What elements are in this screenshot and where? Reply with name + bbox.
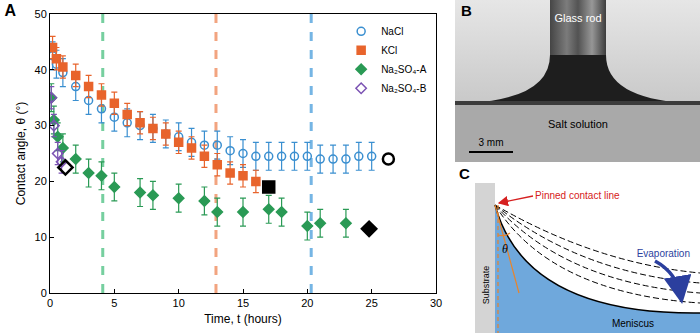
svg-text:15: 15 xyxy=(237,297,249,309)
svg-text:Evaporation: Evaporation xyxy=(637,248,690,259)
svg-text:Salt solution: Salt solution xyxy=(548,118,608,130)
svg-text:NaCl: NaCl xyxy=(381,26,403,37)
svg-text:3 mm: 3 mm xyxy=(479,137,504,148)
svg-text:A: A xyxy=(5,2,17,19)
svg-text:0: 0 xyxy=(41,287,47,299)
svg-text:Meniscus: Meniscus xyxy=(612,318,654,329)
svg-text:θ: θ xyxy=(502,242,508,256)
svg-text:KCl: KCl xyxy=(381,45,397,56)
svg-text:5: 5 xyxy=(111,297,117,309)
svg-text:B: B xyxy=(461,2,472,19)
svg-text:Substrate: Substrate xyxy=(481,266,491,305)
svg-text:Time, t (hours): Time, t (hours) xyxy=(204,312,282,326)
svg-text:10: 10 xyxy=(173,297,185,309)
svg-text:Pinned contact line: Pinned contact line xyxy=(535,190,620,201)
svg-text:C: C xyxy=(459,165,470,182)
svg-text:30: 30 xyxy=(35,119,47,131)
svg-text:40: 40 xyxy=(35,64,47,76)
svg-text:Contact angle, θ (°): Contact angle, θ (°) xyxy=(14,102,28,206)
svg-text:20: 20 xyxy=(35,175,47,187)
svg-text:0: 0 xyxy=(47,297,53,309)
svg-text:Na₂SO₄-A: Na₂SO₄-A xyxy=(381,64,427,75)
svg-text:10: 10 xyxy=(35,231,47,243)
svg-text:20: 20 xyxy=(301,297,313,309)
svg-text:30: 30 xyxy=(430,297,442,309)
svg-text:Na₂SO₄-B: Na₂SO₄-B xyxy=(381,83,427,94)
svg-text:Glass rod: Glass rod xyxy=(554,12,601,24)
svg-text:50: 50 xyxy=(35,8,47,20)
svg-text:25: 25 xyxy=(366,297,378,309)
